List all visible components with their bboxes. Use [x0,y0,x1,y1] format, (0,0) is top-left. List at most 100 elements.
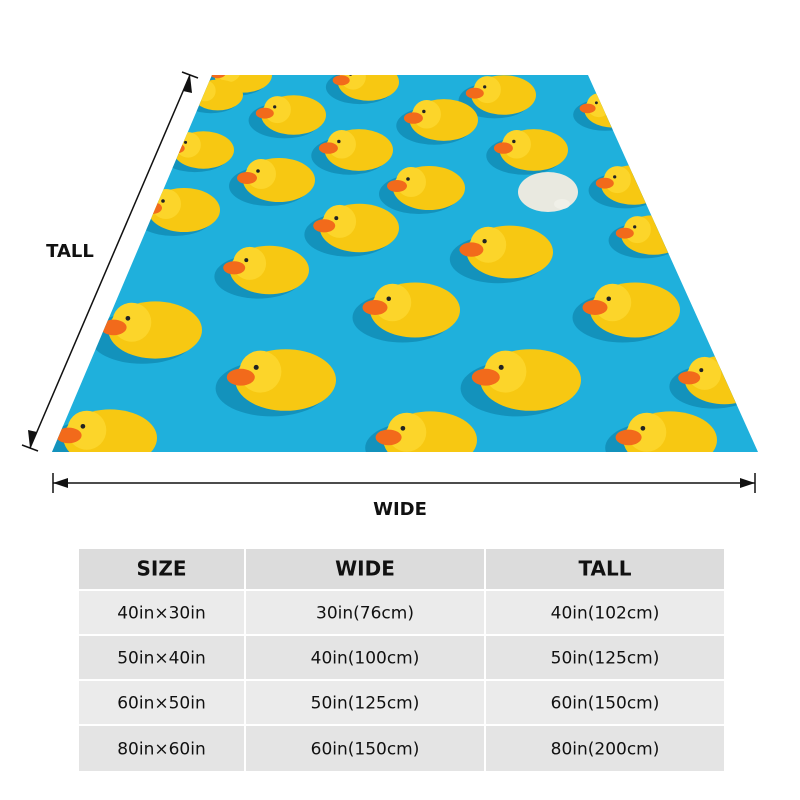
duck-pattern [52,75,758,452]
duck-beak [362,300,388,315]
table-cell-text: 50in(125cm) [311,694,420,714]
table-cell [246,549,484,589]
table-cell-text: 40in×30in [117,604,206,624]
duck [449,225,553,284]
table-cell [79,549,244,589]
table-cell-text: 30in(76cm) [316,604,414,624]
duck-beak [471,368,500,386]
table-header: WIDE [335,557,395,581]
duck-eye [125,315,131,321]
table-cell [486,636,724,679]
size-table: SIZE WIDE TALL 40in×30in 30in(76cm) 40in(102c… [79,549,724,771]
duck-beak [100,319,127,336]
duck-beak [403,112,423,124]
table-cell-text: 80in(200cm) [551,740,660,760]
duck-beak [678,371,701,385]
wide-label: WIDE [373,499,427,520]
duck-eye [349,75,353,76]
duck-beak [375,429,402,446]
duck-eye [161,199,165,203]
duck-beak [332,75,350,86]
duck-eye [422,109,426,114]
duck-beak [313,219,336,233]
table-cell [79,591,244,634]
table-cell [246,726,484,771]
blanket [52,75,758,452]
table-cell [246,636,484,679]
duck-beak [237,172,257,184]
duck-eye [201,87,205,90]
duck-beak [465,87,484,99]
duck [572,282,680,343]
duck-eye [256,169,260,173]
duck-eye [184,140,188,144]
table-cell [246,591,484,634]
duck [379,166,465,214]
duck-beak [459,242,484,257]
table-header: TALL [578,557,631,581]
duck-eye [337,139,341,144]
duck [214,245,309,299]
table-cell [79,636,244,679]
duck-eye [606,296,611,301]
duck [605,411,717,452]
duck-eye [699,368,704,373]
duck-head [151,189,181,219]
duck-beak [318,142,338,154]
duck-beak [55,427,82,444]
duck-beak [167,143,185,154]
duck-eye [613,175,617,179]
table-cell [79,726,244,771]
duck-body [192,79,243,111]
duck-eye [334,216,339,221]
table-cell-text: 60in(150cm) [551,694,660,714]
duck-eye [498,364,504,370]
duck [396,99,478,145]
wide-arrow [52,473,756,493]
table-cell-text: 80in×60in [117,740,206,760]
duck-beak [223,261,246,275]
duck-head [175,132,201,158]
duck [304,203,399,257]
table-cell [246,681,484,724]
table-cell [486,591,724,634]
duck [311,129,393,175]
duck-eye [594,101,598,105]
duck-body [337,75,400,101]
table-header: SIZE [136,557,186,581]
duck [325,75,400,105]
duck-beak [615,227,634,239]
duck-eye [512,139,516,144]
duck-beak [554,199,570,209]
table-cell [79,681,244,724]
duck-beak [615,429,642,446]
table-cell-text: 50in(125cm) [551,649,660,669]
duck [215,349,336,417]
table-cell-text: 40in(100cm) [311,649,420,669]
duck [486,129,568,175]
duck [365,411,477,452]
duck [52,409,157,452]
duck-eye [406,177,410,181]
table-cell-text: 60in(150cm) [311,740,420,760]
tall-arrow [21,71,199,452]
table-cell [486,549,724,589]
duck [458,75,536,119]
duck-eye [244,258,249,263]
duck-beak [493,142,513,154]
duck-beak [226,368,255,386]
duck-beak [142,202,162,214]
tall-label: TALL [46,241,94,262]
duck [90,301,202,364]
duck-eye [482,239,487,244]
duck-eye [273,105,277,109]
table-cell-text: 50in×40in [117,649,206,669]
duck [229,158,315,206]
table-cell [486,726,724,771]
table-cell-text: 40in(102cm) [551,604,660,624]
duck-eye [483,85,487,89]
duck [248,95,326,139]
duck-beak [579,103,596,114]
duck-eye [633,225,637,229]
